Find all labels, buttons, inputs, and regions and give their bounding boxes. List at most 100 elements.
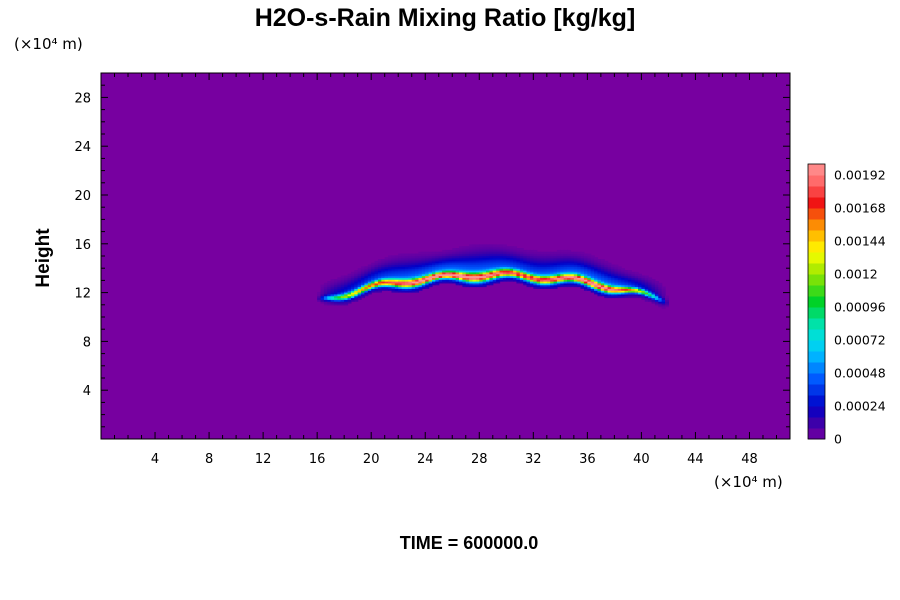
- field-cell: [334, 302, 339, 306]
- field-cell: [634, 288, 639, 291]
- field-cell: [543, 259, 548, 262]
- field-cell: [411, 262, 416, 266]
- field-cell: [492, 255, 497, 258]
- field-cell: [658, 288, 663, 291]
- field-cell: [482, 268, 487, 271]
- field-cell: [486, 257, 491, 260]
- field-cell: [610, 279, 615, 282]
- field-cell: [394, 257, 399, 260]
- field-cell: [641, 277, 646, 280]
- field-cell: [475, 284, 480, 288]
- field-cell: [398, 282, 403, 286]
- field-cell: [435, 268, 440, 271]
- field-cell: [570, 266, 575, 269]
- field-cell: [496, 244, 501, 247]
- field-cell: [506, 273, 511, 277]
- field-cell: [479, 260, 484, 264]
- field-cell: [506, 270, 511, 273]
- field-cell: [462, 259, 467, 262]
- field-cell: [408, 268, 413, 271]
- field-cell: [509, 277, 514, 280]
- field-cell: [418, 286, 423, 289]
- field-cell: [415, 271, 420, 275]
- field-cell: [384, 277, 389, 280]
- field-cell: [556, 249, 561, 253]
- field-cell: [560, 279, 565, 282]
- field-cell: [418, 255, 423, 258]
- field-cell: [567, 271, 572, 275]
- field-cell: [654, 281, 659, 284]
- colorbar-band: [808, 274, 825, 286]
- field-cell: [455, 260, 460, 264]
- field-cell: [374, 266, 379, 269]
- x-tick-label: 12: [255, 452, 272, 467]
- colorbar-band: [808, 417, 825, 429]
- field-cell: [438, 251, 443, 255]
- field-cell: [330, 302, 335, 306]
- field-cell: [567, 284, 572, 288]
- field-cell: [486, 249, 491, 253]
- field-cell: [658, 297, 663, 300]
- field-cell: [526, 266, 531, 269]
- field-cell: [658, 290, 663, 293]
- field-cell: [587, 275, 592, 278]
- field-cell: [357, 275, 362, 278]
- field-cell: [479, 282, 484, 286]
- field-cell: [327, 302, 332, 306]
- field-cell: [502, 279, 507, 282]
- field-cell: [404, 271, 409, 275]
- field-cell: [627, 273, 632, 277]
- field-cell: [583, 284, 588, 288]
- field-cell: [644, 293, 649, 297]
- field-cell: [546, 271, 551, 275]
- colorbar-ticks: 00.000240.000480.000720.000960.00120.001…: [834, 168, 886, 447]
- field-cell: [462, 282, 467, 286]
- field-cell: [523, 271, 528, 275]
- field-cell: [590, 275, 595, 278]
- field-cell: [570, 268, 575, 271]
- field-cell: [614, 270, 619, 273]
- field-cell: [617, 291, 622, 295]
- field-cell: [540, 262, 545, 266]
- field-cell: [594, 275, 599, 278]
- field-cell: [486, 264, 491, 267]
- field-cell: [415, 260, 420, 264]
- field-cell: [556, 253, 561, 256]
- field-cell: [509, 249, 514, 253]
- field-cell: [394, 277, 399, 280]
- field-cell: [415, 257, 420, 260]
- field-cell: [502, 244, 507, 247]
- field-cell: [496, 266, 501, 269]
- field-cell: [600, 284, 605, 288]
- field-cell: [469, 273, 474, 277]
- field-cell: [364, 290, 369, 293]
- field-cell: [570, 277, 575, 280]
- field-cell: [404, 266, 409, 269]
- field-cell: [354, 295, 359, 299]
- field-cell: [391, 290, 396, 293]
- field-cell: [560, 281, 565, 284]
- field-cell: [472, 281, 477, 284]
- field-cell: [553, 275, 558, 278]
- field-cell: [357, 286, 362, 289]
- field-cell: [587, 279, 592, 282]
- field-cell: [617, 293, 622, 297]
- field-cell: [583, 260, 588, 264]
- field-cell: [374, 286, 379, 289]
- field-cell: [388, 286, 393, 289]
- field-cell: [543, 286, 548, 289]
- field-cell: [384, 282, 389, 286]
- field-cell: [448, 268, 453, 271]
- field-cell: [638, 288, 642, 291]
- field-cell: [334, 290, 339, 293]
- field-cell: [465, 251, 470, 255]
- field-cell: [543, 260, 548, 264]
- field-cell: [479, 244, 484, 247]
- field-cell: [563, 275, 568, 278]
- field-cell: [600, 266, 605, 269]
- field-cell: [523, 253, 528, 256]
- field-cell: [513, 268, 518, 271]
- field-cell: [567, 281, 572, 284]
- field-cell: [367, 266, 372, 269]
- field-cell: [455, 253, 460, 256]
